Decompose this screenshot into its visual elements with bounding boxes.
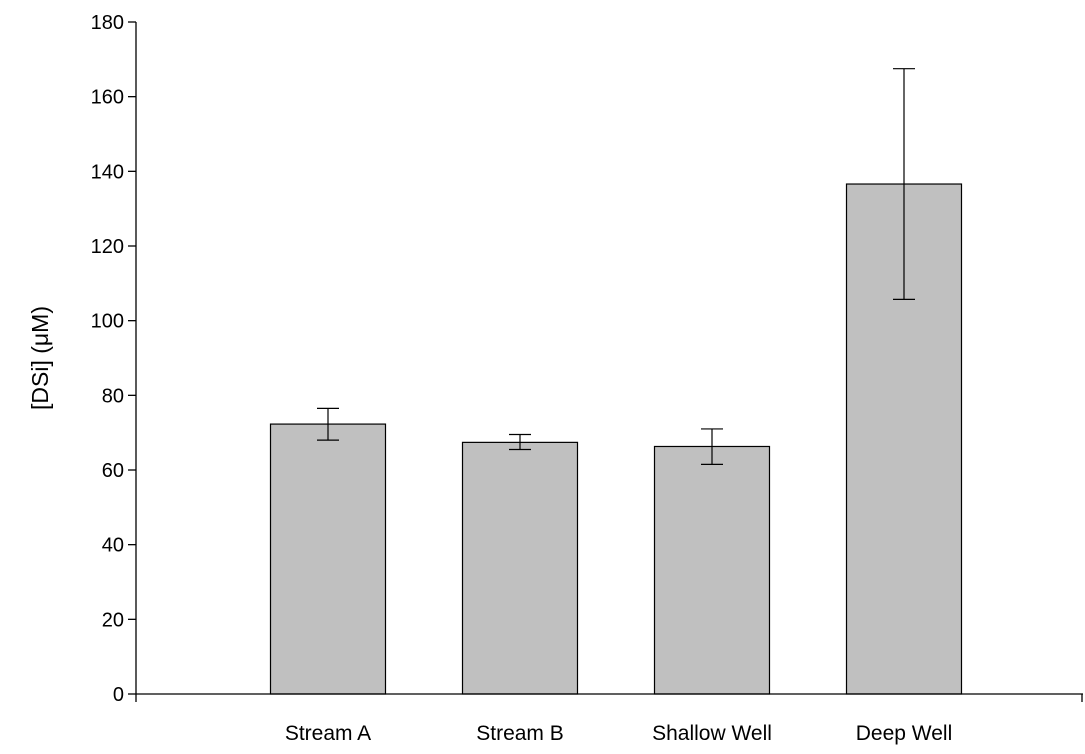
y-tick-label: 160 xyxy=(91,87,124,109)
x-tick-label: Stream B xyxy=(476,722,564,745)
axes-layer xyxy=(135,22,1083,695)
y-tick-label: 40 xyxy=(102,535,124,557)
bar-stream-a xyxy=(269,423,387,695)
error-bars-layer xyxy=(317,68,915,465)
y-tick-label: 100 xyxy=(91,311,124,333)
y-tick-label: 180 xyxy=(91,12,124,34)
y-tick-label: 140 xyxy=(91,161,124,183)
y-tick-label: 120 xyxy=(91,236,124,258)
y-tick-label: 0 xyxy=(113,684,124,706)
y-ticks: 0 20 40 60 80 100 120 140 160 180 xyxy=(91,12,136,706)
x-ticks: Stream A Stream B Shallow Well Deep Well xyxy=(135,694,1083,745)
x-tick-label: Stream A xyxy=(285,722,371,745)
bar-stream-b xyxy=(461,441,579,695)
y-tick-label: 20 xyxy=(102,609,124,631)
x-tick-label: Shallow Well xyxy=(652,722,772,745)
bars-layer xyxy=(269,183,963,695)
y-tick-label: 80 xyxy=(102,385,124,407)
y-tick-label: 60 xyxy=(102,460,124,482)
x-tick-label: Deep Well xyxy=(856,722,953,745)
bar-shallow-well xyxy=(653,445,771,695)
y-axis-title: [DSi] (μM) xyxy=(27,306,53,410)
